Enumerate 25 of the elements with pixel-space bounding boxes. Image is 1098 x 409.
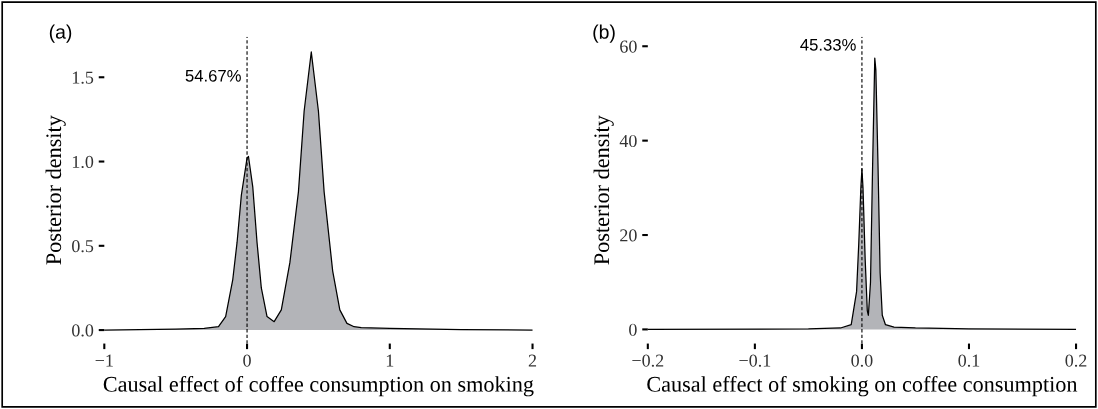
y-axis-title: Posterior density <box>45 115 66 265</box>
x-tick-label: −0.2 <box>632 354 664 367</box>
x-tick-label: 0.2 <box>1065 354 1087 367</box>
y-tick-label: 1.0 <box>72 155 94 169</box>
y-tick-label: 0.0 <box>72 324 94 337</box>
annotation: 45.33% <box>800 38 856 51</box>
x-tick-label: −1 <box>95 354 113 367</box>
x-tick-label: 1 <box>386 354 394 367</box>
y-axis-title: Posterior density <box>593 115 614 265</box>
y-tick-label: 60 <box>620 40 637 53</box>
chart-title: (a) <box>49 24 72 43</box>
x-tick-label: −0.1 <box>739 354 771 367</box>
x-tick-label: 0 <box>243 354 251 367</box>
x-tick-label: 0.0 <box>851 354 873 367</box>
annotation: 54.67% <box>185 69 241 82</box>
y-tick-label: 0 <box>629 323 637 336</box>
x-tick-label: 2 <box>528 354 537 367</box>
y-tick-label: 40 <box>619 134 637 148</box>
y-tick-label: 0.5 <box>72 240 94 253</box>
x-axis-title: Causal effect of smoking on coffee consumption <box>647 375 1078 397</box>
y-tick-label: 1.5 <box>72 71 94 84</box>
x-tick-label: 0.1 <box>958 354 980 367</box>
chart-title: (b) <box>593 24 615 43</box>
y-tick-label: 20 <box>620 229 637 242</box>
x-axis-title: Causal effect of coffee consumption on smoking <box>103 375 534 397</box>
